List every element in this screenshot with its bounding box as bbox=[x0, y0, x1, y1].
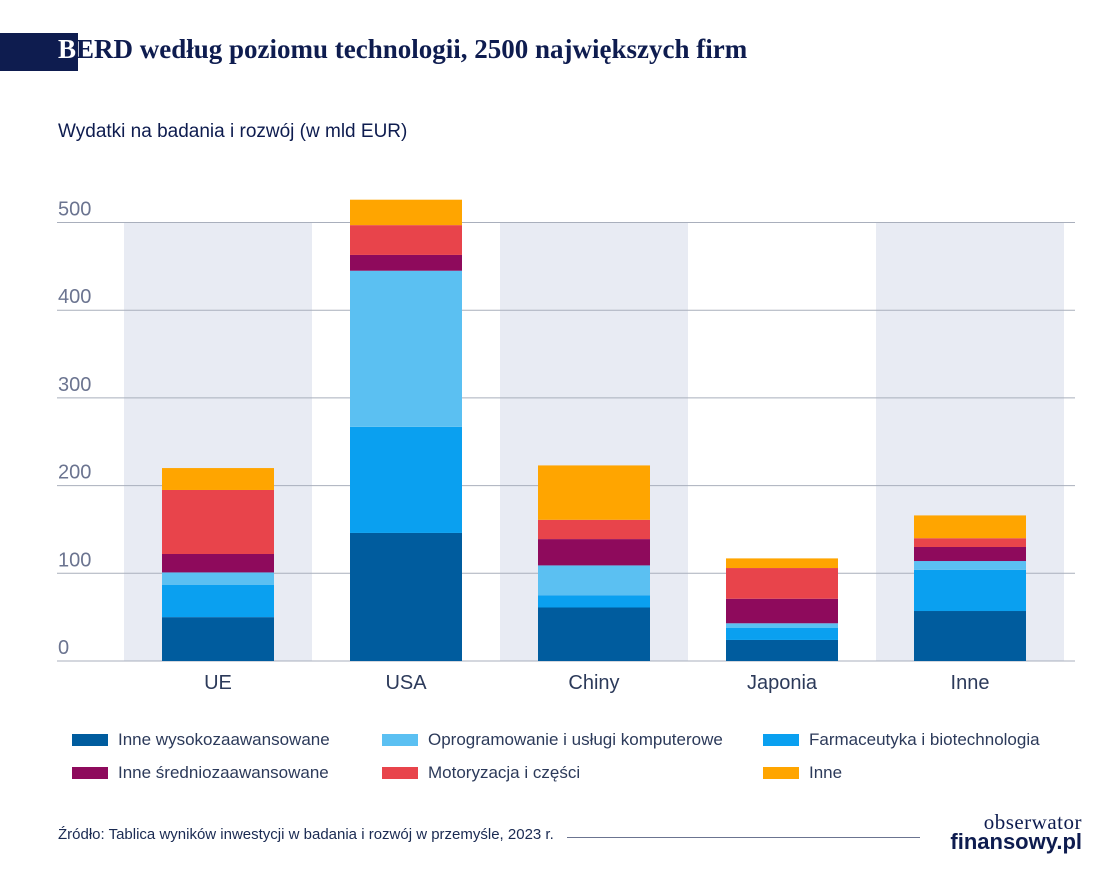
legend-swatch bbox=[382, 767, 418, 779]
title-accent-bar bbox=[0, 33, 78, 71]
legend-item: Inne średniozaawansowane bbox=[72, 763, 329, 783]
x-tick-label: Chiny bbox=[568, 672, 619, 694]
bar-segment bbox=[538, 607, 650, 661]
bar-segment bbox=[914, 546, 1026, 562]
bar-segment bbox=[350, 225, 462, 255]
bar-segment bbox=[162, 584, 274, 618]
x-tick-label: Inne bbox=[951, 672, 990, 694]
legend-label: Inne wysokozaawansowane bbox=[118, 730, 330, 749]
legend-label: Farmaceutyka i biotechnologia bbox=[809, 730, 1040, 749]
bar-segment bbox=[914, 569, 1026, 612]
bar-segment bbox=[350, 199, 462, 226]
bar-segment bbox=[162, 617, 274, 661]
y-tick-label: 300 bbox=[58, 374, 91, 396]
chart-title: BERD według poziomu technologii, 2500 na… bbox=[58, 34, 747, 65]
bar-segment bbox=[350, 532, 462, 661]
bar-segment bbox=[914, 611, 1026, 661]
stacked-bar-chart: 0 100 200 300 400 500 UE USA Chiny Japonia Inne bbox=[57, 199, 1075, 694]
bar-segment bbox=[914, 538, 1026, 547]
y-tick-label: 400 bbox=[58, 286, 91, 308]
chart-subtitle: Wydatki na badania i rozwój (w mld EUR) bbox=[58, 121, 408, 142]
legend-label: Inne średniozaawansowane bbox=[118, 763, 329, 782]
legend-swatch bbox=[72, 767, 108, 779]
bar-segment bbox=[726, 623, 838, 628]
legend-item: Farmaceutyka i biotechnologia bbox=[763, 730, 1040, 750]
bar-segment bbox=[538, 595, 650, 608]
source-note: Źródło: Tablica wyników inwestycji w bad… bbox=[58, 826, 554, 843]
legend-label: Inne bbox=[809, 763, 843, 782]
legend-item: Inne bbox=[763, 763, 842, 783]
bar-segment bbox=[162, 572, 274, 585]
chart-legend: Inne wysokozaawansowane Oprogramowanie i… bbox=[0, 730, 1120, 800]
legend-label: Motoryzacja i części bbox=[428, 763, 581, 782]
bar-segment bbox=[538, 465, 650, 520]
bar-segment bbox=[726, 639, 838, 661]
y-tick-label: 500 bbox=[58, 199, 91, 221]
bar-segment bbox=[914, 515, 1026, 539]
bar-segment bbox=[538, 519, 650, 540]
y-tick-label: 100 bbox=[58, 549, 91, 571]
legend-swatch bbox=[763, 767, 799, 779]
bar-segment bbox=[350, 254, 462, 271]
bar-segment bbox=[726, 568, 838, 599]
bar-segment bbox=[162, 489, 274, 555]
bar-segment bbox=[350, 270, 462, 427]
bar-segment bbox=[538, 565, 650, 596]
legend-swatch bbox=[382, 734, 418, 746]
bar-segment bbox=[162, 468, 274, 490]
title-text: ERD według poziomu technologii, 2500 naj… bbox=[76, 34, 748, 64]
bar-segment bbox=[726, 598, 838, 624]
y-tick-label: 200 bbox=[58, 462, 91, 484]
legend-swatch bbox=[72, 734, 108, 746]
bar-segment bbox=[538, 539, 650, 566]
bar-segment bbox=[726, 558, 838, 569]
logo-line1: obserwator bbox=[983, 810, 1082, 834]
legend-swatch bbox=[763, 734, 799, 746]
bar-segment bbox=[350, 426, 462, 533]
publisher-logo: obserwator finansowy.pl bbox=[932, 810, 1082, 854]
legend-item: Motoryzacja i części bbox=[382, 763, 580, 783]
legend-item: Inne wysokozaawansowane bbox=[72, 730, 330, 750]
bar-segment bbox=[914, 561, 1026, 570]
bar-segment bbox=[726, 627, 838, 640]
x-tick-label: UE bbox=[204, 672, 232, 694]
bar-segment bbox=[162, 554, 274, 573]
x-tick-label: USA bbox=[385, 672, 427, 694]
x-tick-label: Japonia bbox=[747, 672, 818, 694]
y-tick-label: 0 bbox=[58, 637, 69, 659]
logo-line2: finansowy.pl bbox=[950, 829, 1082, 854]
legend-item: Oprogramowanie i usługi komputerowe bbox=[382, 730, 723, 750]
legend-label: Oprogramowanie i usługi komputerowe bbox=[428, 730, 723, 749]
source-divider bbox=[567, 837, 920, 838]
title-first-letter: B bbox=[58, 34, 77, 64]
